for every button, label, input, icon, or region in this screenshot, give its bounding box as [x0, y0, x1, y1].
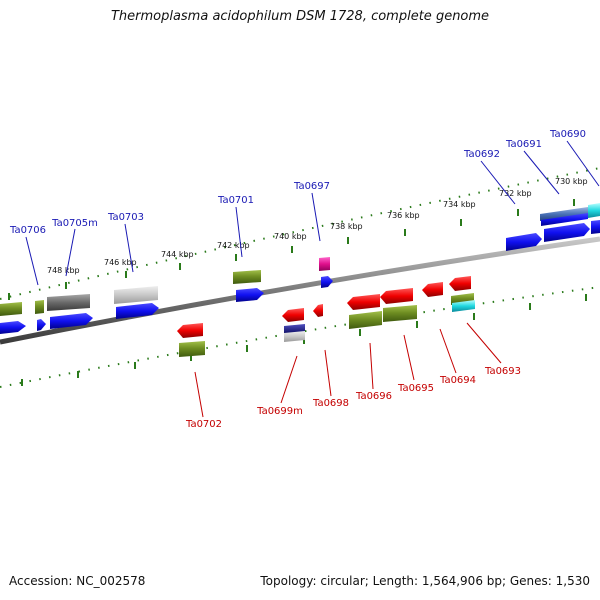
- gene-feature[interactable]: [114, 286, 158, 304]
- tick-label: 740 kbp: [274, 232, 307, 241]
- gene-label[interactable]: Ta0696: [355, 391, 392, 402]
- gene-feature[interactable]: [321, 276, 333, 288]
- gene-feature[interactable]: [282, 308, 304, 322]
- gene-label[interactable]: Ta0699m: [256, 406, 303, 417]
- gene-feature[interactable]: [349, 311, 382, 329]
- tick-label: 748 kbp: [47, 266, 80, 275]
- gene-feature[interactable]: [177, 323, 203, 338]
- gene-feature[interactable]: [116, 303, 159, 319]
- gene-feature[interactable]: [179, 341, 205, 357]
- tick-label: 746 kbp: [104, 258, 137, 267]
- gene-label[interactable]: Ta0702: [185, 419, 222, 430]
- tick-label: 738 kbp: [330, 222, 363, 231]
- gene-label[interactable]: Ta0694: [439, 375, 476, 386]
- inner-major-ticks: [21, 294, 587, 386]
- tick-label: 736 kbp: [387, 211, 420, 220]
- gene-feature[interactable]: [591, 220, 600, 234]
- tick-label: 732 kbp: [499, 189, 532, 198]
- gene-label[interactable]: Ta0693: [484, 366, 521, 377]
- gene-feature[interactable]: [506, 233, 542, 251]
- reverse-gene-labels: Ta0702 Ta0699m Ta0698 Ta0696 Ta0695 Ta06…: [185, 366, 521, 430]
- gene-feature[interactable]: [544, 223, 590, 242]
- gene-feature[interactable]: [0, 302, 22, 316]
- gene-feature[interactable]: [347, 294, 380, 310]
- forward-label-leaders: [25, 140, 600, 286]
- tick-label: 734 kbp: [443, 200, 476, 209]
- gene-label[interactable]: Ta0695: [397, 383, 434, 394]
- gene-label[interactable]: Ta0706: [9, 225, 46, 236]
- outer-major-ticks: [8, 199, 575, 300]
- gene-feature[interactable]: [284, 331, 305, 342]
- gene-feature[interactable]: [383, 305, 417, 322]
- reverse-strand-genes: [177, 276, 475, 357]
- forward-gene-labels: Ta0706 Ta0705m Ta0703 Ta0701 Ta0697 Ta06…: [9, 129, 586, 236]
- gene-feature[interactable]: [0, 321, 26, 334]
- tick-label: 744 kbp: [161, 250, 194, 259]
- gene-feature[interactable]: [236, 288, 264, 302]
- tick-label: 742 kbp: [217, 241, 250, 250]
- genome-backbone: [0, 236, 600, 345]
- gene-label[interactable]: Ta0697: [293, 181, 330, 192]
- gene-label[interactable]: Ta0690: [549, 129, 586, 140]
- gene-feature[interactable]: [541, 213, 588, 226]
- accession-text: Accession: NC_002578: [9, 574, 146, 588]
- gene-feature[interactable]: [380, 288, 413, 304]
- gene-feature[interactable]: [47, 294, 90, 311]
- reverse-label-leaders: [194, 322, 502, 418]
- gene-label[interactable]: Ta0698: [312, 398, 349, 409]
- gene-feature[interactable]: [319, 257, 330, 271]
- gene-label[interactable]: Ta0692: [463, 149, 500, 160]
- gene-feature[interactable]: [35, 300, 44, 314]
- genome-title: Thermoplasma acidophilum DSM 1728, compl…: [110, 9, 490, 24]
- gene-feature[interactable]: [540, 207, 588, 221]
- gene-feature[interactable]: [233, 270, 261, 284]
- gene-label[interactable]: Ta0705m: [51, 218, 98, 229]
- gene-feature[interactable]: [452, 300, 475, 312]
- tick-labels: 748 kbp 746 kbp 744 kbp 742 kbp 740 kbp …: [47, 177, 588, 275]
- topology-text: Topology: circular; Length: 1,564,906 bp…: [260, 574, 590, 588]
- gene-feature[interactable]: [50, 313, 93, 329]
- gene-label[interactable]: Ta0691: [505, 139, 542, 150]
- gene-label[interactable]: Ta0703: [107, 212, 144, 223]
- tick-label: 730 kbp: [555, 177, 588, 186]
- gene-feature[interactable]: [422, 282, 443, 297]
- gene-feature[interactable]: [588, 203, 600, 218]
- gene-feature[interactable]: [313, 304, 323, 317]
- gene-feature[interactable]: [37, 319, 46, 331]
- forward-strand-genes: [0, 203, 600, 334]
- gene-label[interactable]: Ta0701: [217, 195, 254, 206]
- gene-feature[interactable]: [449, 276, 471, 291]
